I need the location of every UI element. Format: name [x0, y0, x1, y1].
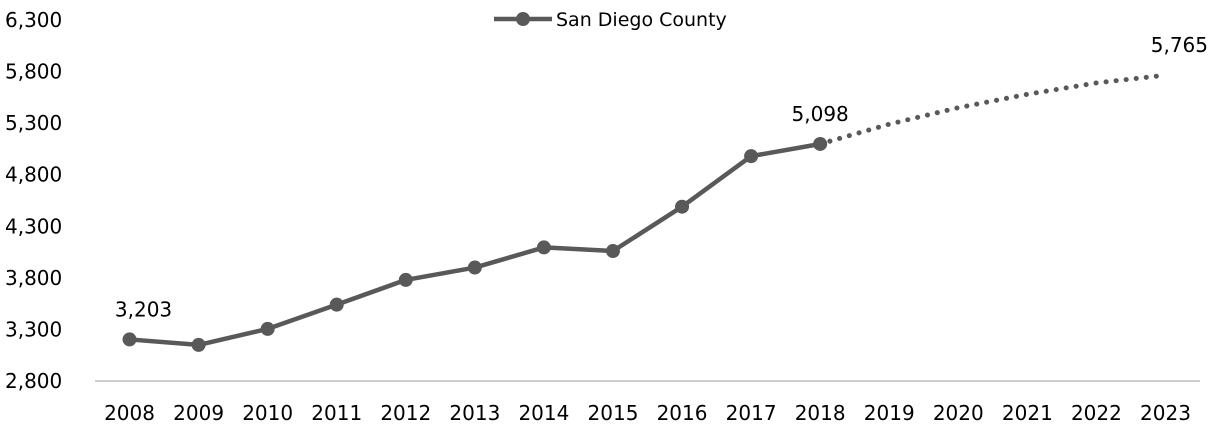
data-label-2023: 5,765 — [1151, 33, 1208, 57]
x-tick-label: 2019 — [864, 401, 915, 425]
data-point-2014 — [536, 240, 551, 255]
data-point-2010 — [260, 321, 275, 336]
x-tick-label: 2009 — [173, 401, 224, 425]
data-point-2015 — [605, 244, 620, 259]
data-point-2013 — [467, 260, 482, 275]
x-tick-label: 2011 — [311, 401, 362, 425]
y-tick-label: 4,800 — [5, 163, 62, 187]
x-axis: 2008 2009 2010 2011 2012 2013 2014 2015 2016 2017… — [104, 401, 1191, 425]
y-tick-label: 3,300 — [5, 317, 62, 341]
x-tick-label: 2014 — [518, 401, 569, 425]
x-tick-label: 2015 — [588, 401, 639, 425]
x-tick-label: 2012 — [380, 401, 431, 425]
x-tick-label: 2010 — [242, 401, 293, 425]
data-labels: 3,203 5,098 5,765 — [115, 33, 1208, 321]
x-tick-label: 2017 — [726, 401, 777, 425]
y-tick-label: 2,800 — [5, 369, 62, 393]
projection-line — [817, 72, 1168, 147]
y-tick-label: 5,800 — [5, 60, 62, 84]
data-point-2018 — [813, 136, 828, 151]
data-point-2012 — [398, 272, 413, 287]
legend: San Diego County — [494, 9, 727, 31]
x-tick-label: 2022 — [1071, 401, 1122, 425]
y-tick-label: 5,300 — [5, 111, 62, 135]
data-point-2009 — [191, 337, 206, 352]
x-tick-label: 2008 — [104, 401, 155, 425]
x-tick-label: 2013 — [449, 401, 500, 425]
data-label-2018: 5,098 — [792, 102, 849, 126]
data-point-2011 — [329, 297, 344, 312]
x-tick-label: 2016 — [657, 401, 708, 425]
data-label-2008: 3,203 — [115, 297, 172, 321]
x-tick-label: 2021 — [1002, 401, 1053, 425]
x-tick-label: 2020 — [933, 401, 984, 425]
data-point-2017 — [744, 149, 759, 164]
y-tick-label: 4,300 — [5, 214, 62, 238]
plot-area — [122, 72, 1168, 352]
series-line-san-diego-county — [129, 141, 821, 348]
x-tick-label: 2023 — [1140, 401, 1191, 425]
y-tick-label: 3,800 — [5, 266, 62, 290]
x-tick-label: 2018 — [795, 401, 846, 425]
data-point-2008 — [122, 332, 137, 347]
y-axis: 6,300 5,800 5,300 4,800 4,300 3,800 3,300 2,800 — [5, 8, 62, 393]
data-point-2016 — [675, 199, 690, 214]
legend-label: San Diego County — [556, 9, 727, 31]
legend-marker — [516, 12, 530, 26]
y-tick-label: 6,300 — [5, 8, 62, 32]
